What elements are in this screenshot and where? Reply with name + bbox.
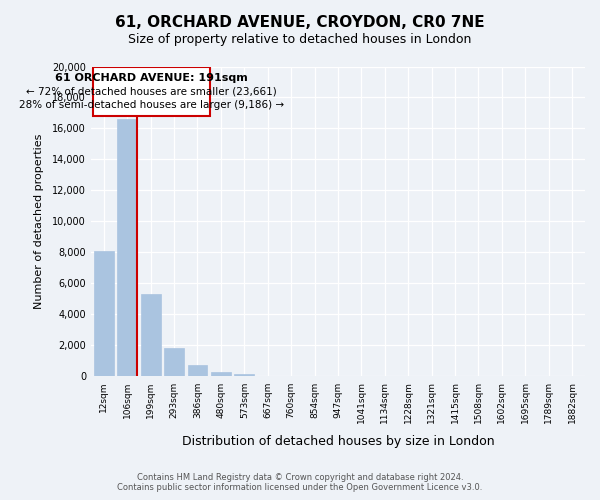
- Bar: [188, 365, 208, 376]
- Y-axis label: Number of detached properties: Number of detached properties: [34, 134, 44, 309]
- Bar: [117, 119, 137, 376]
- Text: 61, ORCHARD AVENUE, CROYDON, CR0 7NE: 61, ORCHARD AVENUE, CROYDON, CR0 7NE: [115, 15, 485, 30]
- Text: 61 ORCHARD AVENUE: 191sqm: 61 ORCHARD AVENUE: 191sqm: [55, 73, 247, 83]
- Bar: [94, 251, 114, 376]
- Bar: [235, 374, 254, 376]
- Text: Size of property relative to detached houses in London: Size of property relative to detached ho…: [128, 32, 472, 46]
- Text: Contains HM Land Registry data © Crown copyright and database right 2024.
Contai: Contains HM Land Registry data © Crown c…: [118, 473, 482, 492]
- Bar: [140, 294, 161, 376]
- Text: 28% of semi-detached houses are larger (9,186) →: 28% of semi-detached houses are larger (…: [19, 100, 284, 110]
- X-axis label: Distribution of detached houses by size in London: Distribution of detached houses by size …: [182, 434, 494, 448]
- Bar: [164, 348, 184, 376]
- Bar: [211, 372, 231, 376]
- Text: ← 72% of detached houses are smaller (23,661): ← 72% of detached houses are smaller (23…: [26, 86, 277, 97]
- FancyBboxPatch shape: [92, 68, 209, 116]
